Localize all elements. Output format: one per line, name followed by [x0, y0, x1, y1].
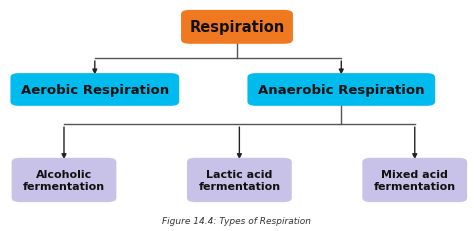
Text: Alcoholic
fermentation: Alcoholic fermentation: [23, 169, 105, 191]
Text: Respiration: Respiration: [190, 20, 284, 35]
FancyBboxPatch shape: [10, 74, 179, 106]
Text: Figure 14.4: Types of Respiration: Figure 14.4: Types of Respiration: [163, 216, 311, 225]
FancyBboxPatch shape: [247, 74, 435, 106]
FancyBboxPatch shape: [181, 11, 293, 45]
FancyBboxPatch shape: [362, 158, 467, 202]
Text: Aerobic Respiration: Aerobic Respiration: [21, 84, 169, 97]
FancyBboxPatch shape: [187, 158, 292, 202]
Text: Mixed acid
fermentation: Mixed acid fermentation: [374, 169, 456, 191]
FancyBboxPatch shape: [12, 158, 117, 202]
Text: Anaerobic Respiration: Anaerobic Respiration: [258, 84, 425, 97]
Text: Lactic acid
fermentation: Lactic acid fermentation: [198, 169, 281, 191]
